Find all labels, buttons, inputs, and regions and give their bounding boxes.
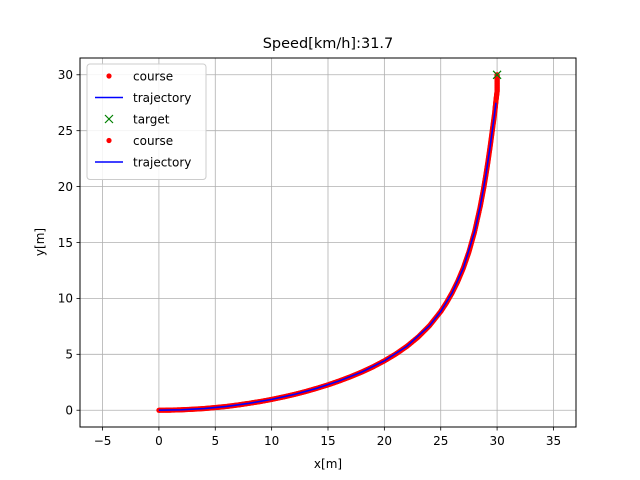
y-axis-label: y[m] <box>33 228 47 256</box>
y-tick-label: 30 <box>58 68 73 82</box>
y-tick-label: 20 <box>58 180 73 194</box>
y-tick-label: 10 <box>58 292 73 306</box>
x-tick-label: 5 <box>211 434 219 448</box>
x-tick-label: 10 <box>264 434 279 448</box>
x-tick-label: 15 <box>320 434 335 448</box>
legend-x-icon <box>104 114 114 124</box>
y-tick-label: 5 <box>65 348 73 362</box>
legend-entry: course <box>106 70 173 84</box>
x-tick-label: 0 <box>155 434 163 448</box>
axis-ticks: −5 0 5 10 15 20 25 30 35 0 5 10 15 20 25 30 <box>58 68 561 448</box>
legend-label: trajectory <box>133 156 191 170</box>
legend: course trajectory target course trajectory <box>86 63 207 180</box>
trajectory-line <box>158 102 497 412</box>
legend-dot-icon <box>106 137 112 144</box>
y-tick-label: 0 <box>65 404 73 418</box>
legend-label: course <box>133 70 173 84</box>
legend-entry: target <box>104 113 170 127</box>
legend-dot-icon <box>106 73 112 79</box>
legend-box <box>86 63 207 180</box>
y-tick-label: 25 <box>58 124 73 138</box>
legend-entry: trajectory <box>95 91 191 105</box>
target-marker <box>492 70 502 80</box>
x-tick-label: 20 <box>377 434 392 448</box>
y-tick-label: 15 <box>58 236 73 250</box>
legend-label: course <box>133 134 173 148</box>
x-tick-label: 25 <box>433 434 448 448</box>
x-tick-label: 30 <box>489 434 504 448</box>
x-tick-label: −5 <box>94 434 112 448</box>
x-axis-label: x[m] <box>314 457 342 471</box>
legend-label: target <box>133 113 170 127</box>
legend-label: trajectory <box>133 91 191 105</box>
x-tick-label: 35 <box>546 434 561 448</box>
legend-entry: trajectory <box>95 156 191 170</box>
grid <box>80 58 576 427</box>
chart-title: Speed[km/h]:31.7 <box>263 36 394 52</box>
plot-data <box>156 70 502 413</box>
legend-entry: course <box>106 134 173 148</box>
